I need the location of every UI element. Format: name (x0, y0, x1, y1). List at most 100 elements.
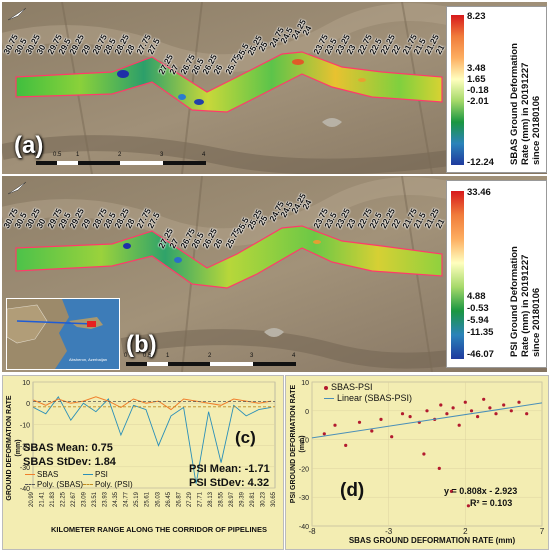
psi-mean: PSI Mean: -1.71 (189, 463, 270, 475)
legend-tick: -0.53 (467, 303, 489, 314)
km-label: 21 (433, 42, 447, 56)
scatter-point (476, 415, 480, 419)
x-tick-label: 26.87 (176, 491, 182, 507)
legend-poly-psi: Poly. (PSI) (83, 480, 133, 489)
legend-title-b: PSI Ground Deformation Rate (mm) in 2019… (509, 246, 542, 357)
panel-tag-c: (c) (235, 428, 256, 447)
x-tick-label: 27.29 (187, 491, 193, 507)
scatter-point (322, 432, 326, 436)
x-tick-label: 26.03 (155, 491, 161, 507)
legend-b: 33.46 4.88 -0.53 -5.94 -11.35 -46.07 PSI… (446, 180, 547, 368)
scale-tick: 3 (250, 353, 254, 359)
map-panel-a: 30.75 30.5 30.25 30 29.75 29.5 29.25 29 28.75 28.… (2, 2, 547, 174)
scatter-point (422, 452, 426, 456)
legend-tick: -2.01 (467, 96, 489, 107)
x-tick-label: 23.09 (82, 491, 88, 507)
legend-trend-label: Linear (SBAS-PSI) (337, 393, 413, 403)
scatter-point (463, 400, 467, 404)
scale-tick: 2 (118, 152, 122, 158)
scatter-point (437, 466, 441, 470)
scale-bar-a (36, 161, 206, 165)
x-tick-label: 24.77 (124, 491, 130, 507)
series-psi-line (33, 395, 272, 484)
x-tick-label: -8 (308, 527, 316, 536)
chart-panel-d: 10 0 -10 -20 -30 -40 -8 -3 2 7 SBAS-PSI Linear (S… (285, 375, 549, 550)
scatter-point (370, 429, 374, 433)
y-axis-title-c: GROUND DEFORMATION RATE (mm) (6, 395, 22, 501)
scatter-point (466, 504, 470, 508)
x-tick-label: 25.19 (134, 491, 140, 507)
inset-caption: Absheron, Azerbaijan (69, 357, 107, 362)
pipeline-corridor-b (15, 225, 443, 289)
x-tick-label: 21.41 (40, 491, 46, 507)
legend-psi: PSI (83, 470, 108, 479)
scatter-point (482, 397, 486, 401)
legend-tick: 8.23 (467, 11, 486, 22)
y-tick-label: -30 (20, 465, 30, 472)
panel-tag-d: (d) (340, 480, 365, 501)
x-tick-label: 28.55 (218, 491, 224, 507)
sbas-mean: SBAS Mean: 0.75 (23, 442, 113, 454)
scatter-point (469, 409, 474, 413)
x-tick-label: 23.93 (103, 491, 109, 507)
legend-tick: -5.94 (467, 315, 489, 326)
y-tick-label: 0 (305, 409, 309, 416)
chart-panel-c: 10 0 -10 -20 -30 -40 20.99 21.41 21.83 22.25 22.67… (2, 375, 284, 550)
y-tick-label: 0 (26, 401, 30, 408)
color-ramp-a (451, 15, 464, 165)
scatter-point (457, 423, 461, 427)
legend-tick: 33.46 (467, 187, 491, 198)
x-tick-label: 30.23 (260, 491, 266, 507)
y-axis-title-d: PSI GROUND DEFORMATION RATE (mm) (290, 384, 306, 504)
scale-tick: 0.5 (53, 152, 62, 158)
legend-tick: -11.35 (467, 327, 494, 338)
km-label: 21 (433, 216, 447, 230)
scatter-point (451, 406, 455, 410)
x-tick-label: 30.65 (271, 491, 277, 507)
location-inset-map: Absheron, Azerbaijan (6, 298, 120, 370)
legend-scatter: SBAS-PSI (324, 382, 373, 392)
x-tick-label: 22.25 (61, 491, 67, 507)
scatter-point (445, 412, 449, 416)
legend-tick: -12.24 (467, 157, 494, 168)
panel-tag-b: (b) (126, 331, 157, 358)
scale-tick: 1 (166, 353, 170, 359)
series-sbas-line (33, 396, 272, 411)
x-tick-label: 29.81 (250, 491, 256, 507)
km-label: 24 (300, 23, 314, 37)
scatter-point (439, 403, 443, 407)
scale-tick: 0.5 (143, 353, 152, 359)
scatter-chart-d: 10 0 -10 -20 -30 -40 -8 -3 2 7 (299, 380, 545, 536)
y-tick-label: -40 (299, 524, 309, 531)
scatter-point (517, 400, 521, 404)
y-tick-label: -20 (299, 466, 309, 473)
x-tick-label: 26.45 (166, 491, 172, 507)
scatter-point (344, 443, 348, 447)
y-tick-label: -10 (20, 422, 30, 429)
x-axis-title-c: KILOMETER RANGE ALONG THE CORRIDOR OF PI… (51, 525, 267, 534)
legend-tick: -0.18 (467, 85, 489, 96)
scale-tick: 2 (208, 353, 212, 359)
x-tick-label: 25.61 (145, 491, 151, 507)
legend-tick: -46.07 (467, 349, 494, 360)
legend-tick: 4.88 (467, 291, 486, 302)
scatter-point (400, 412, 405, 416)
legend-trend: Linear (SBAS-PSI) (324, 393, 412, 403)
scatter-point (494, 412, 498, 416)
x-tick-label: 20.99 (29, 491, 35, 507)
y-tick-label: -30 (299, 495, 309, 502)
legend-psi-label: PSI (95, 470, 108, 479)
trend-line (311, 402, 543, 439)
scatter-point (525, 412, 529, 416)
scatter-point (357, 420, 362, 424)
panel-tag-a: (a) (14, 132, 44, 159)
x-tick-label: 28.97 (229, 491, 235, 507)
scatter-point (502, 403, 506, 407)
x-tick-label: 29.39 (239, 491, 245, 507)
y-tick-label: -40 (20, 486, 30, 493)
legend-sbas: SBAS (25, 470, 58, 479)
scale-tick: 1 (76, 152, 80, 158)
scale-tick: 3 (160, 152, 164, 158)
equation: y = 0.808x - 2.923 (444, 486, 518, 496)
color-ramp-b (451, 191, 464, 359)
